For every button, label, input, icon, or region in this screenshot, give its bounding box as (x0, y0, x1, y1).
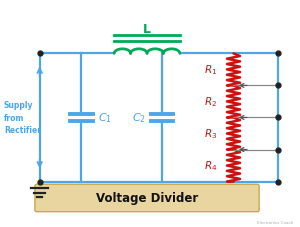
Text: $C_1$: $C_1$ (98, 111, 112, 125)
Text: Voltage Divider: Voltage Divider (96, 192, 198, 205)
Text: $R_1$: $R_1$ (204, 63, 217, 77)
Text: L: L (143, 22, 151, 35)
FancyBboxPatch shape (35, 185, 259, 212)
Text: Electronics Coach: Electronics Coach (257, 220, 293, 224)
Text: Supply
from
Rectifier: Supply from Rectifier (4, 101, 41, 135)
Text: $C_2$: $C_2$ (132, 111, 145, 125)
Text: $R_2$: $R_2$ (204, 95, 217, 109)
Text: $R_3$: $R_3$ (204, 127, 217, 141)
Text: $R_4$: $R_4$ (204, 159, 217, 173)
